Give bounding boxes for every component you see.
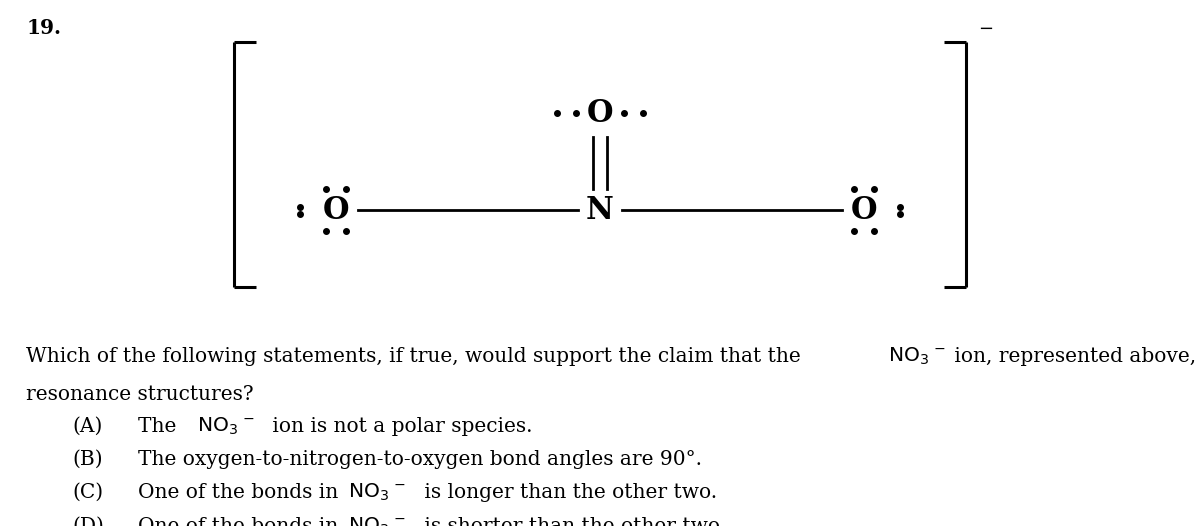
Text: $\mathrm{NO_3}^{\,-}$: $\mathrm{NO_3}^{\,-}$ xyxy=(888,346,946,367)
Text: resonance structures?: resonance structures? xyxy=(26,385,254,404)
Text: One of the bonds in: One of the bonds in xyxy=(138,517,344,526)
Text: Which of the following statements, if true, would support the claim that the: Which of the following statements, if tr… xyxy=(26,347,808,366)
Text: ion, represented above, has three: ion, represented above, has three xyxy=(948,347,1200,366)
Text: −: − xyxy=(978,20,994,38)
Text: One of the bonds in: One of the bonds in xyxy=(138,483,344,502)
Text: $\mathrm{NO_3}^{\,-}$: $\mathrm{NO_3}^{\,-}$ xyxy=(348,515,406,526)
Text: (A): (A) xyxy=(72,417,102,436)
Text: 19.: 19. xyxy=(26,18,61,38)
Text: $\mathrm{NO_3}^{\,-}$: $\mathrm{NO_3}^{\,-}$ xyxy=(197,416,254,437)
Text: The oxygen-to-nitrogen-to-oxygen bond angles are 90°.: The oxygen-to-nitrogen-to-oxygen bond an… xyxy=(138,450,702,469)
Text: N: N xyxy=(586,195,614,226)
Text: O: O xyxy=(851,195,877,226)
Text: is longer than the other two.: is longer than the other two. xyxy=(418,483,716,502)
Text: ion is not a polar species.: ion is not a polar species. xyxy=(266,417,533,436)
Text: (D): (D) xyxy=(72,517,104,526)
Text: O: O xyxy=(323,195,349,226)
Text: (C): (C) xyxy=(72,483,103,502)
Text: is shorter than the other two.: is shorter than the other two. xyxy=(418,517,726,526)
Text: $\mathrm{NO_3}^{\,-}$: $\mathrm{NO_3}^{\,-}$ xyxy=(348,482,406,503)
Text: The: The xyxy=(138,417,182,436)
Text: (B): (B) xyxy=(72,450,103,469)
Text: O: O xyxy=(587,98,613,128)
